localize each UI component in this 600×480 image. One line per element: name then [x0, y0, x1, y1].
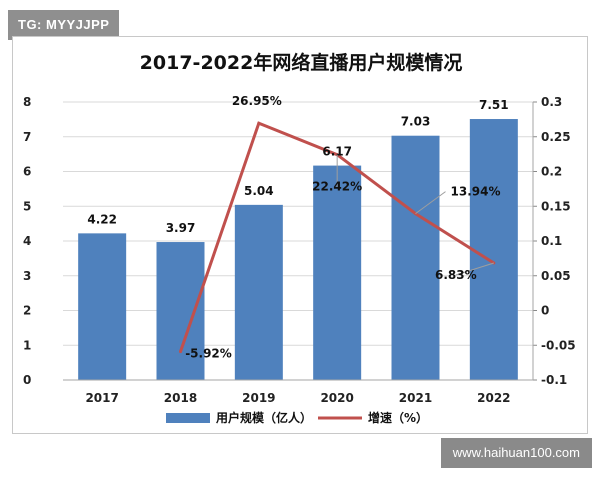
y-left-tick-label: 3 — [23, 269, 31, 283]
bar-2022 — [469, 119, 518, 380]
growth-value-label: -5.92% — [185, 347, 232, 361]
y-right-tick-label: -0.05 — [541, 338, 576, 352]
bar-2021 — [391, 135, 440, 380]
y-right-tick-label: 0.25 — [541, 130, 571, 144]
bar-value-label: 7.03 — [401, 115, 431, 129]
y-right-tick-label: 0 — [541, 304, 549, 318]
watermark-tag: TG: MYYJJPP — [8, 10, 120, 40]
bar-2017 — [78, 233, 127, 380]
axes: 0 1 2 3 4 5 6 7 8 -0.1 -0.05 0 0.05 0.1 0.15 0.2 0.25 0.3… — [23, 95, 576, 405]
bar-value-label: 3.97 — [166, 221, 196, 235]
bar-2020 — [313, 165, 362, 380]
bar-value-label: 6.17 — [322, 145, 352, 159]
x-tick-label: 2018 — [164, 391, 197, 405]
y-left-tick-label: 7 — [23, 130, 31, 144]
x-tick-label: 2022 — [477, 391, 510, 405]
growth-value-label: 22.42% — [312, 180, 362, 194]
growth-value-label: 6.83% — [435, 268, 477, 282]
y-left-tick-label: 5 — [23, 199, 31, 213]
bar-value-label: 5.04 — [244, 184, 274, 198]
growth-value-label: 26.95% — [232, 94, 282, 108]
bar-value-label: 7.51 — [479, 98, 509, 112]
y-right-tick-label: 0.05 — [541, 269, 571, 283]
growth-value-label: 13.94% — [451, 185, 501, 199]
bar-2019 — [234, 204, 283, 380]
chart-title: 2017-2022年网络直播用户规模情况 — [140, 51, 463, 74]
y-left-tick-label: 6 — [23, 165, 31, 179]
y-left-tick-label: 4 — [23, 234, 31, 248]
growth-point-2018 — [179, 350, 182, 354]
legend-label-bar: 用户规模（亿人） — [215, 410, 312, 425]
bar-series — [78, 119, 518, 380]
y-right-tick-label: -0.1 — [541, 373, 567, 387]
y-right-tick-label: 0.3 — [541, 95, 562, 109]
chart: 2017-2022年网络直播用户规模情况 012345678-0.1-0.050… — [23, 51, 576, 425]
growth-point-2019 — [257, 121, 261, 125]
legend-label-line: 增速（%） — [368, 410, 428, 425]
chart-frame: 2017-2022年网络直播用户规模情况 0 1 2 3 4 5 6 7 8 -0.1 -0.05 0… — [12, 36, 588, 434]
leader-line — [415, 191, 446, 215]
x-tick-label: 2021 — [399, 391, 432, 405]
x-tick-label: 2017 — [85, 391, 118, 405]
y-right-tick-label: 0.1 — [541, 234, 562, 248]
y-left-tick-label: 0 — [23, 373, 31, 387]
y-right-tick-label: 0.15 — [541, 199, 571, 213]
site-tag: www.haihuan100.com — [440, 438, 592, 468]
x-tick-label: 2019 — [242, 391, 275, 405]
legend-swatch-bar — [166, 413, 210, 423]
y-left-tick-label: 8 — [23, 95, 31, 109]
data-labels: 4.22 3.97 5.04 6.17 7.03 7.51 -5.92% 26.95% 22.4… — [87, 94, 508, 360]
x-tick-label: 2020 — [320, 391, 353, 405]
bar-value-label: 4.22 — [87, 212, 117, 226]
y-left-tick-label: 2 — [23, 304, 31, 318]
gridlines — [63, 101, 533, 381]
leader-line — [455, 262, 494, 276]
y-left-tick-label: 1 — [23, 338, 31, 352]
legend: 用户规模（亿人） 增速（%） — [166, 410, 428, 425]
y-right-tick-label: 0.2 — [541, 165, 562, 179]
bar-2018 — [156, 242, 205, 380]
